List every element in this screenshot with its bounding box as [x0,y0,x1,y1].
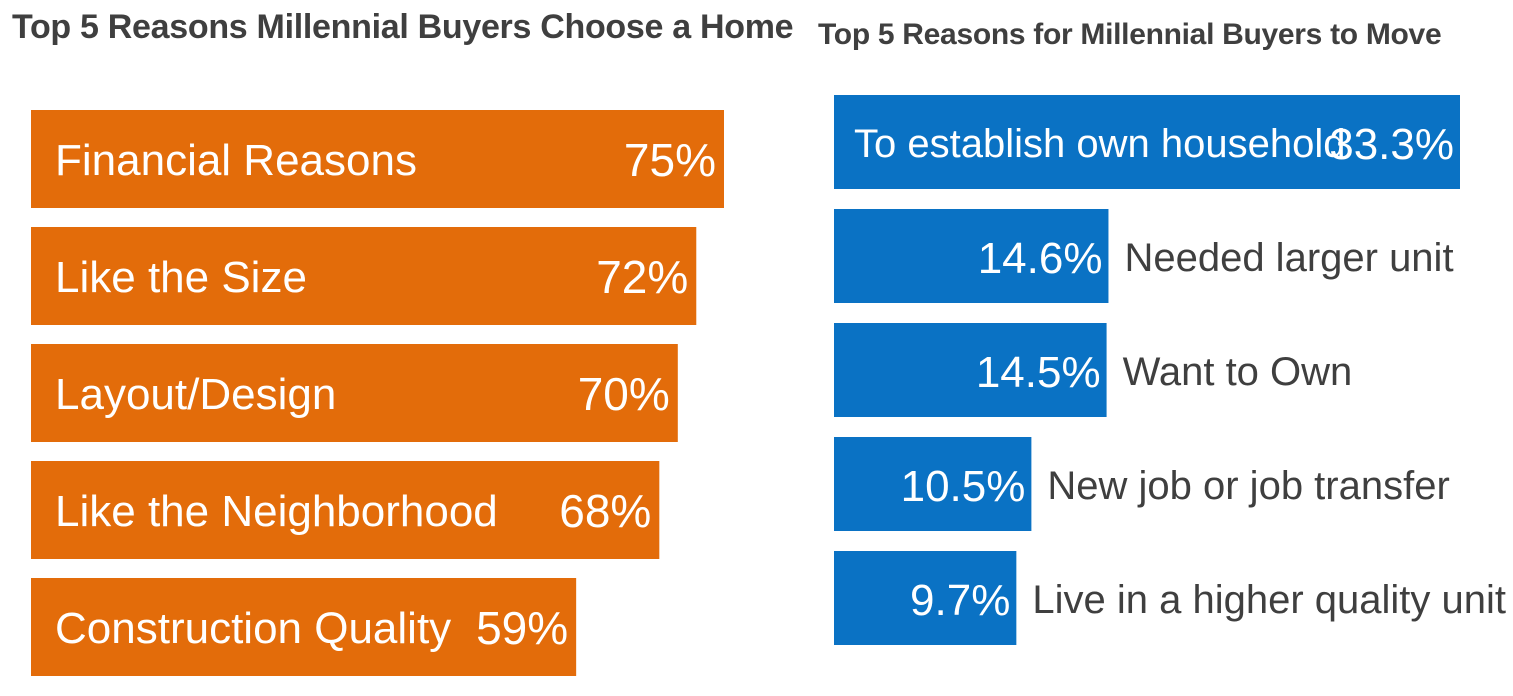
bar-1 [834,95,1460,189]
bar-1 [31,110,724,208]
value-label: 10.5% [901,462,1026,511]
chart-title-right: Top 5 Reasons for Millennial Buyers to M… [818,18,1442,51]
value-label: 59% [476,602,568,654]
chart-panel-left: Top 5 Reasons Millennial Buyers Choose a… [12,8,794,676]
value-label: 75% [624,134,716,186]
bar-chart-left: Financial Reasons 75% Like the Size 72% Layo… [31,110,724,676]
category-label: Financial Reasons [55,136,417,185]
category-label: Like the Neighborhood [55,487,498,536]
bar-5 [31,578,577,676]
chart-title-left: Top 5 Reasons Millennial Buyers Choose a… [12,8,794,46]
bar-5 [834,551,1017,645]
bar-2 [31,227,697,325]
category-label: Construction Quality [55,604,451,653]
category-label: Want to Own [1123,350,1353,394]
category-label: Like the Size [55,253,307,302]
bar-4 [834,437,1032,531]
bar-4 [31,461,660,559]
value-label: 14.6% [978,234,1103,283]
value-label: 72% [596,251,688,303]
value-label: 9.7% [910,576,1010,625]
category-label: To establish own household [854,122,1345,166]
category-label: Layout/Design [55,370,336,419]
value-label: 68% [559,485,651,537]
bar-3 [31,344,678,442]
value-label: 33.3% [1329,120,1454,169]
category-label: Needed larger unit [1124,236,1453,280]
chart-panel-right: Top 5 Reasons for Millennial Buyers to M… [800,0,1513,696]
category-label: Live in a higher quality unit [1032,578,1506,622]
category-label: New job or job transfer [1047,464,1449,508]
bar-2 [834,209,1109,303]
value-label: 14.5% [976,348,1101,397]
bar-3 [834,323,1107,417]
value-label: 70% [578,368,670,420]
